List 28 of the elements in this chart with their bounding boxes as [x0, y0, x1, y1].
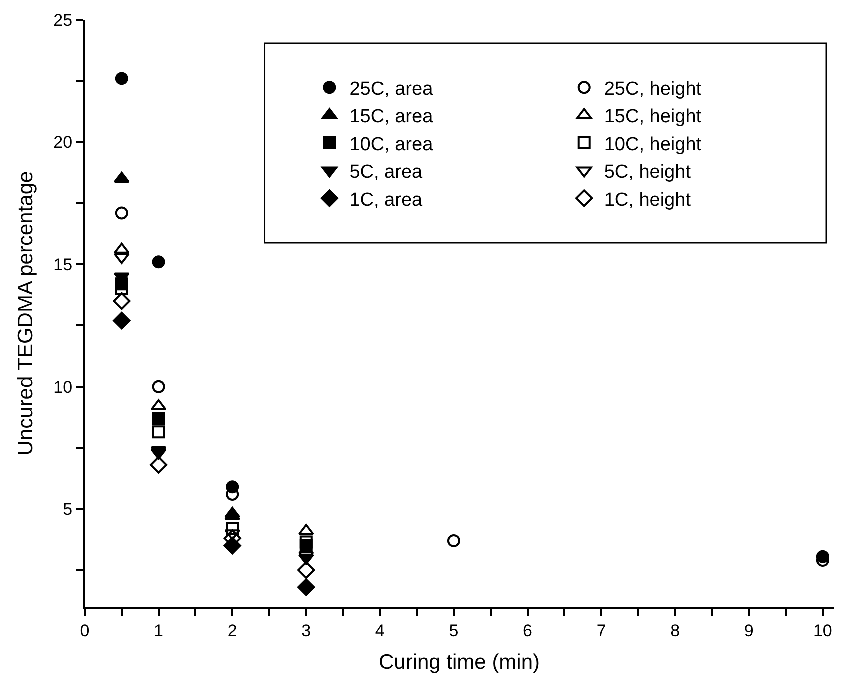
- x-tick-label: 3: [302, 621, 312, 640]
- y-axis-title: Uncured TEGDMA percentage: [14, 171, 38, 456]
- legend-label: 10C, height: [604, 134, 702, 156]
- y-tick-label: 5: [63, 500, 73, 520]
- legend-label: 1C, height: [604, 190, 692, 211]
- legend-label: 5C, area: [350, 162, 424, 184]
- legend-label: 1C, area: [350, 190, 424, 211]
- x-tick-label: 4: [375, 621, 385, 640]
- legend-label: 25C, height: [604, 79, 702, 100]
- x-tick-label: 5: [449, 621, 459, 640]
- legend-label: 5C, height: [604, 162, 692, 184]
- x-tick-label: 6: [523, 621, 532, 640]
- y-tick-label: 15: [54, 256, 73, 275]
- y-tick-label: 25: [54, 10, 73, 30]
- legend-label: 15C, height: [604, 106, 702, 128]
- x-tick-label: 10: [813, 621, 832, 640]
- y-tick-label: 10: [54, 378, 73, 397]
- legend-label: 10C, area: [350, 134, 434, 156]
- x-tick-label: 9: [744, 621, 754, 640]
- x-tick-label: 1: [154, 621, 164, 640]
- x-tick-label: 8: [670, 621, 680, 640]
- x-tick-label: 2: [228, 621, 238, 640]
- x-tick-label: 7: [596, 621, 606, 640]
- x-axis-title: Curing time (min): [378, 651, 540, 674]
- x-tick-label: 0: [80, 621, 90, 640]
- legend-label: 25C, area: [350, 79, 434, 100]
- legend-label: 15C, area: [350, 106, 434, 128]
- y-tick-label: 20: [54, 133, 73, 152]
